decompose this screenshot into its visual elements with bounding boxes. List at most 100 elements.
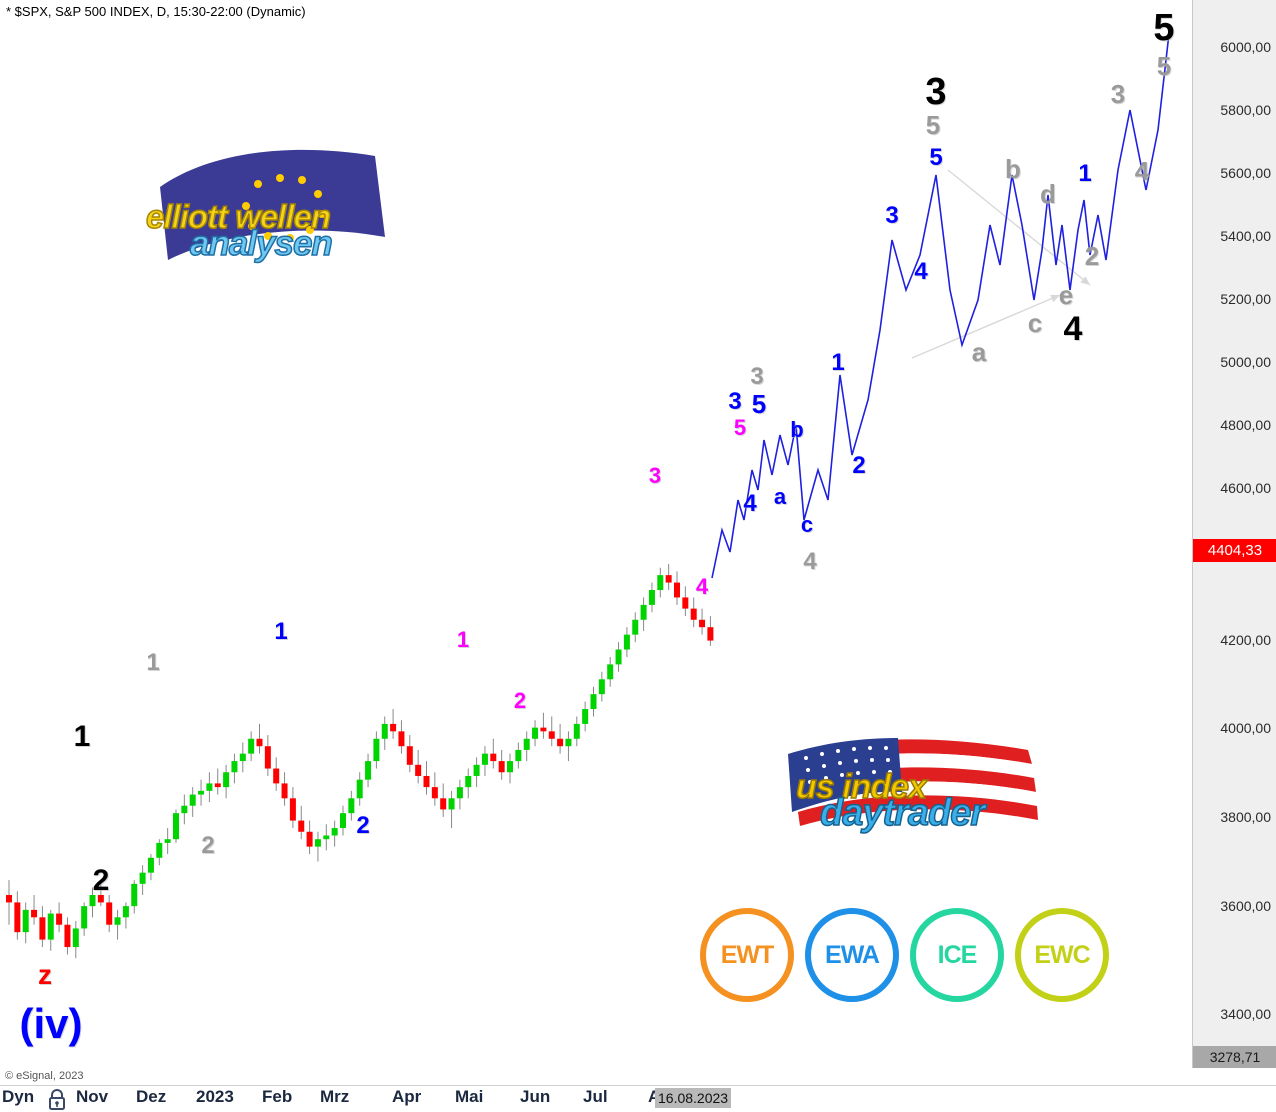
candle-body [81,906,88,929]
candle-body [239,753,246,762]
badge-ice[interactable]: ICE [910,908,1004,1002]
candle-body [648,590,655,605]
candle-body [448,798,455,810]
price-tick: 6000,00 [1220,39,1271,55]
eu-flag-icon [160,149,385,260]
b-d-line-arrow [1080,276,1090,285]
copyright-label: © eSignal, 2023 [5,1070,84,1082]
chart-title: * $SPX, S&P 500 INDEX, D, 15:30-22:00 (D… [6,4,306,19]
wave-label-blue-iv: (iv) [19,1000,83,1047]
candle-body [198,790,205,795]
price-tick: 5000,00 [1220,354,1271,370]
wave-label-mag-4: 4 [695,574,709,599]
wave-label-blue-4b: 4 [743,490,757,517]
price-tick: 5800,00 [1220,102,1271,118]
low-price-tag: 3278,71 [1193,1046,1276,1068]
candle-body [323,835,330,840]
wave-label-blue-1e: 1 [1078,160,1092,187]
candle-body [131,883,138,907]
time-tick: Feb [262,1087,293,1106]
badge-ewa-label: EWA [825,940,880,969]
wave-label-gray-e: e [1058,280,1074,310]
candle-body [623,634,630,650]
wave-label-blue-1c: 1 [831,349,845,376]
eu-logo-line2: analysen [189,223,333,264]
candle-body [523,738,530,750]
price-tick: 5600,00 [1220,165,1271,181]
wave-label-blue-2: 2 [356,812,370,839]
candle-body [31,909,38,918]
dyn-label[interactable]: Dyn [2,1087,35,1106]
candle-body [431,787,438,799]
candle-body [331,828,338,836]
wave-label-gray-a: a [971,337,987,367]
lock-icon[interactable] [46,1088,68,1110]
chart-plot-area[interactable]: 1 2 z (iv) 1 2 1 2 1 2 3 4 5 3 5 3 4 a b c 4 1 2 3 4 5 5 3 a b c d e 4 1 2 3… [0,0,1192,1068]
candle-body [607,664,614,680]
wave-label-blue-5d: 5 [929,144,943,171]
time-scale[interactable]: Dyn NovDez2023FebMrzAprMaiJunJulA 16.08.… [0,1085,1276,1112]
wave-label-blue-c: c [800,512,814,537]
candle-body [632,619,639,635]
wave-label-blue-3d: 3 [885,202,899,229]
candle-body [590,694,597,710]
candle-body [682,597,689,609]
projection-polyline [711,24,1171,579]
candle-body [340,813,346,829]
candle-body [490,753,497,762]
us-logo-line2: daytrader [819,791,986,835]
price-tick: 3800,00 [1220,809,1271,825]
wave-label-black-1: 1 [73,720,91,753]
wave-label-blue-2c: 2 [852,452,866,479]
wave-label-gray-5e: 5 [1156,51,1172,81]
price-tick: 4600,00 [1220,480,1271,496]
date-tooltip: 16.08.2023 [655,1088,732,1108]
candle-body [273,768,280,784]
candle-body [147,857,154,873]
candle-body [22,909,29,933]
candle-body [306,831,313,847]
time-tick: Nov [76,1087,109,1106]
wave-label-gray-3e: 3 [1110,79,1126,109]
candle-body [164,839,171,843]
candle-body [699,619,706,628]
price-tick: 3600,00 [1220,898,1271,914]
price-scale[interactable]: 6000,00 5800,00 5600,00 5400,00 5200,00 5000,… [1192,0,1276,1068]
candle-body [615,649,622,665]
wave-label-gray-c: c [1027,308,1043,338]
a-c-line-arrow [1050,294,1060,303]
badge-ice-label: ICE [937,940,978,969]
candle-body [181,805,188,814]
price-tick: 4000,00 [1220,720,1271,736]
candle-body [14,902,21,933]
candle-body [223,772,230,788]
candle-body [498,761,505,773]
candle-body [106,902,113,925]
eu-logo-line1: elliott wellen [145,197,332,236]
candle-body [314,839,321,847]
candlestick-series [6,563,714,959]
b-d-line [947,169,1091,286]
candle-body [264,746,271,769]
candle-body [707,627,714,641]
candle-body [64,924,71,948]
candle-body [690,608,697,620]
candle-body [481,753,488,765]
time-tick: Mrz [320,1087,350,1106]
a-c-line [911,294,1061,359]
badge-ewc[interactable]: EWC [1015,908,1109,1002]
badge-ewa[interactable]: EWA [805,908,899,1002]
wave-label-mag-1: 1 [456,627,470,652]
candle-body [298,820,305,832]
wave-label-gray-4e: 4 [1134,156,1150,186]
time-tick: Apr [392,1087,422,1106]
wave-label-blue-4d: 4 [914,258,928,285]
candle-body [423,775,430,788]
candle-body [114,917,121,925]
candle-body [281,783,288,799]
candle-body [356,779,363,799]
wave-label-blue-3b: 3 [728,388,742,415]
candle-body [72,928,79,948]
wave-label-blue-5b: 5 [751,389,767,419]
badge-ewt[interactable]: EWT [700,908,794,1002]
